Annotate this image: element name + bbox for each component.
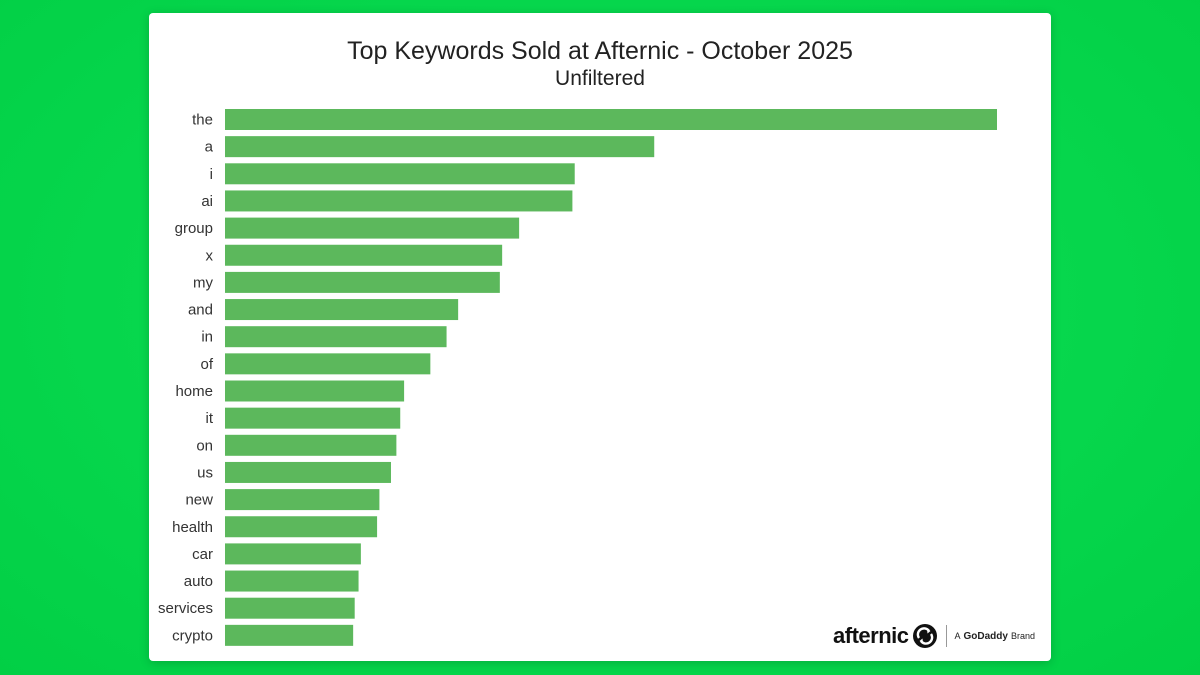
category-label-services: services: [158, 600, 213, 617]
category-label-on: on: [196, 437, 213, 454]
brand-divider: [945, 625, 947, 647]
tagline-prefix: A: [954, 630, 961, 641]
bar-of: [225, 353, 431, 375]
bar-a: [225, 136, 655, 158]
category-label-ai: ai: [201, 193, 213, 210]
bar-ai: [225, 190, 573, 212]
chart-subtitle: Unfiltered: [555, 67, 645, 90]
brand-tagline: A GoDaddy Brand: [955, 631, 1036, 642]
category-label-health: health: [172, 519, 213, 536]
bar-new: [225, 489, 380, 511]
category-label-the: the: [192, 112, 213, 129]
category-label-new: new: [185, 492, 213, 509]
bar-on: [225, 434, 397, 456]
category-label-us: us: [197, 464, 213, 481]
bar-i: [225, 163, 575, 185]
category-label-group: group: [175, 220, 213, 237]
category-label-i: i: [210, 166, 213, 183]
bar-my: [225, 271, 500, 293]
category-label-in: in: [201, 329, 213, 346]
bar-auto: [225, 570, 359, 592]
category-label-my: my: [193, 274, 213, 291]
tagline-suffix: Brand: [1010, 630, 1035, 641]
category-label-crypto: crypto: [172, 627, 213, 644]
category-label-of: of: [200, 356, 213, 373]
category-label-it: it: [206, 410, 214, 427]
category-label-a: a: [205, 139, 214, 156]
bar-services: [225, 597, 355, 619]
bar-health: [225, 516, 378, 538]
bar-in: [225, 326, 447, 348]
bar-chart: the ai ai group x my and in of home it on us new healt…: [158, 109, 997, 646]
chart-card: Top Keywords Sold at Afternic - October …: [149, 13, 1051, 661]
category-label-car: car: [192, 546, 213, 563]
category-label-x: x: [206, 247, 214, 264]
bar-the: [225, 109, 997, 130]
bar-us: [225, 461, 391, 483]
category-label-home: home: [175, 383, 213, 400]
bar-group: [225, 217, 520, 239]
category-label-and: and: [188, 302, 213, 319]
bar-car: [225, 543, 361, 565]
bar-it: [225, 407, 401, 429]
brand-footer: afternic A GoDaddy Brand: [833, 623, 1035, 649]
godaddy-logo-text: GoDaddy: [963, 630, 1008, 642]
afternic-logo-icon: [912, 624, 937, 648]
bar-home: [225, 380, 405, 402]
bar-x: [225, 244, 503, 266]
bar-and: [225, 299, 459, 321]
bar-crypto: [225, 624, 354, 646]
afternic-logo-text: afternic: [833, 623, 909, 648]
category-label-auto: auto: [184, 573, 213, 590]
chart-title: Top Keywords Sold at Afternic - October …: [347, 37, 853, 65]
